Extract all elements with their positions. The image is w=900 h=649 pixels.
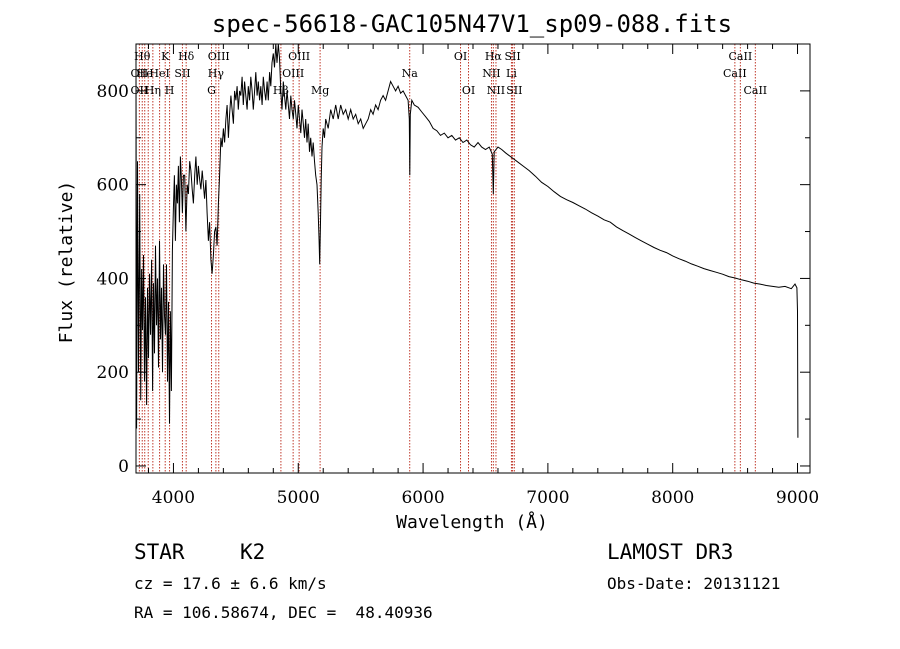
x-tick-label: 4000 — [152, 488, 195, 508]
feature-label: Li — [506, 67, 517, 80]
feature-label: CaII — [729, 50, 753, 63]
x-tick-label: 9000 — [776, 488, 819, 508]
x-tick-label: 5000 — [277, 488, 320, 508]
x-tick-label: 7000 — [526, 488, 569, 508]
feature-label: SII — [174, 67, 190, 80]
feature-label: SII — [504, 50, 520, 63]
object-class: STAR — [134, 540, 185, 564]
feature-label: OIII — [208, 50, 230, 63]
axis-ticks — [136, 43, 810, 473]
coordinates: RA = 106.58674, DEC = 48.40936 — [134, 603, 433, 622]
feature-label: OIII — [288, 50, 310, 63]
feature-label: Hγ — [208, 67, 225, 80]
feature-label: OI — [462, 84, 475, 97]
feature-label: NII — [487, 84, 505, 97]
chart-title: spec-56618-GAC105N47V1_sp09-088.fits — [212, 10, 732, 38]
redshift-info: cz = 17.6 ± 6.6 km/s — [134, 574, 327, 593]
x-tick-label: 6000 — [401, 488, 444, 508]
feature-label: HeI — [149, 67, 169, 80]
plot-frame — [135, 43, 811, 474]
feature-label: Mg — [311, 84, 329, 97]
y-tick-label: 0 — [118, 457, 129, 477]
feature-label: Hθ — [134, 50, 151, 63]
feature-label: OIII — [282, 67, 304, 80]
object-subclass: K2 — [240, 540, 266, 564]
feature-label: CaII — [723, 67, 747, 80]
feature-label: H — [165, 84, 175, 97]
feature-label: OII — [131, 67, 149, 80]
feature-label: He — [137, 67, 153, 80]
feature-label: CaII — [743, 84, 767, 97]
feature-label: OI — [454, 50, 467, 63]
y-tick-label: 800 — [97, 82, 129, 102]
feature-label: Na — [402, 67, 419, 80]
y-tick-label: 200 — [97, 363, 129, 383]
feature-label: Hδ — [178, 50, 195, 63]
x-tick-label: 8000 — [651, 488, 694, 508]
survey-name: LAMOST DR3 — [607, 540, 734, 564]
feature-label: Hη — [145, 84, 161, 97]
feature-label: K — [161, 50, 170, 63]
spectrum-line — [135, 43, 799, 438]
feature-label: Hα — [485, 50, 503, 63]
feature-label: NII — [482, 67, 500, 80]
observation-date: Obs-Date: 20131121 — [607, 574, 781, 593]
feature-label: G — [207, 84, 216, 97]
y-tick-label: 400 — [97, 269, 129, 289]
x-axis-label: Wavelength (Å) — [396, 511, 548, 533]
feature-label: SII — [506, 84, 522, 97]
axis-tick-labels: 4000 5000 6000 7000 8000 9000 0 200 400 600 800 — [97, 82, 820, 508]
y-tick-label: 600 — [97, 176, 129, 196]
y-axis-label: Flux (relative) — [56, 181, 77, 344]
